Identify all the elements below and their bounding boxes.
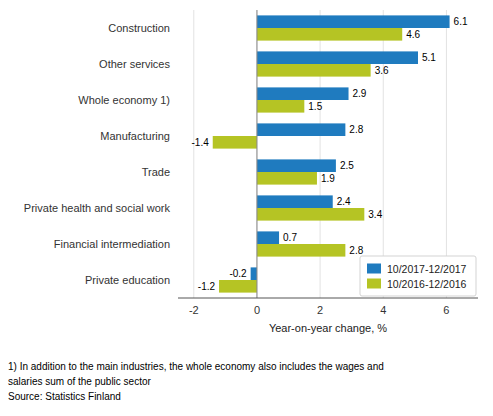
- bar: [257, 64, 371, 77]
- legend-swatch: [367, 264, 381, 274]
- bar: [257, 100, 304, 113]
- bar: [257, 231, 279, 244]
- bar: [257, 15, 450, 28]
- x-axis-line: [178, 298, 478, 299]
- bar: [257, 208, 364, 221]
- category-label: Construction: [108, 22, 170, 34]
- x-axis-label: Year-on-year change, %: [269, 322, 387, 334]
- category-label: Trade: [142, 166, 170, 178]
- data-labels: 6.1 4.6 5.1 3.6 2.9 1.5 2.8 -1.4 2.5 1.9 2.4 3.4 0.7…: [192, 16, 468, 292]
- category-label: Private health and social work: [24, 202, 171, 214]
- data-label: 5.1: [422, 52, 436, 63]
- grid-line: [193, 10, 194, 298]
- data-label: -1.4: [192, 137, 210, 148]
- legend-box: [360, 256, 476, 296]
- grid-line: [256, 10, 257, 298]
- legend-entry: 10/2016-12/2016: [387, 278, 467, 290]
- x-tick-label: 2: [317, 304, 323, 316]
- data-label: -0.2: [229, 268, 247, 279]
- x-tick-label: 0: [254, 304, 260, 316]
- data-label: 3.4: [368, 209, 382, 220]
- data-label: 4.6: [406, 29, 420, 40]
- bar: [257, 244, 345, 257]
- data-label: 1.5: [308, 101, 322, 112]
- bar: [257, 159, 336, 172]
- bars: [213, 15, 450, 292]
- zero-line: [256, 10, 257, 298]
- bar: [213, 136, 257, 149]
- footnote: Source: Statistics Finland: [8, 391, 121, 402]
- bar: [257, 195, 333, 208]
- bar: [257, 172, 317, 185]
- footnote: 1) In addition to the main industries, t…: [8, 361, 384, 372]
- data-label: -1.2: [198, 281, 216, 292]
- data-label: 0.7: [283, 232, 297, 243]
- category-label: Other services: [99, 58, 170, 70]
- data-label: 2.4: [337, 196, 351, 207]
- bar: [257, 51, 418, 64]
- x-tick-label: -2: [189, 304, 199, 316]
- bar: [219, 280, 257, 293]
- chart: -2 0 2 4 6 6.1 4.6 5.1 3.6 2.9 1.5 2.8 -1.4 2.5 1.9 2.4…: [0, 0, 493, 416]
- data-label: 2.5: [340, 160, 354, 171]
- bar: [257, 87, 349, 100]
- legend-entry: 10/2017-12/2017: [387, 263, 467, 275]
- data-label: 2.8: [349, 245, 363, 256]
- footnote: salaries sum of the public sector: [8, 376, 152, 387]
- x-tick-label: 4: [380, 304, 386, 316]
- data-label: 6.1: [454, 16, 468, 27]
- data-label: 2.8: [349, 124, 363, 135]
- category-label: Manufacturing: [100, 130, 170, 142]
- category-label: Private education: [85, 274, 170, 286]
- data-label: 3.6: [375, 65, 389, 76]
- category-label: Financial intermediation: [54, 238, 170, 250]
- bar: [251, 267, 257, 280]
- x-tick-label: 6: [443, 304, 449, 316]
- data-label: 1.9: [321, 173, 335, 184]
- grid: [194, 10, 447, 298]
- grid-line: [446, 10, 447, 298]
- category-label: Whole economy 1): [78, 94, 170, 106]
- legend: 10/2017-12/2017 10/2016-12/2016: [360, 256, 476, 296]
- data-label: 2.9: [353, 88, 367, 99]
- bar: [257, 28, 402, 41]
- bar: [257, 123, 345, 136]
- legend-swatch: [367, 279, 381, 289]
